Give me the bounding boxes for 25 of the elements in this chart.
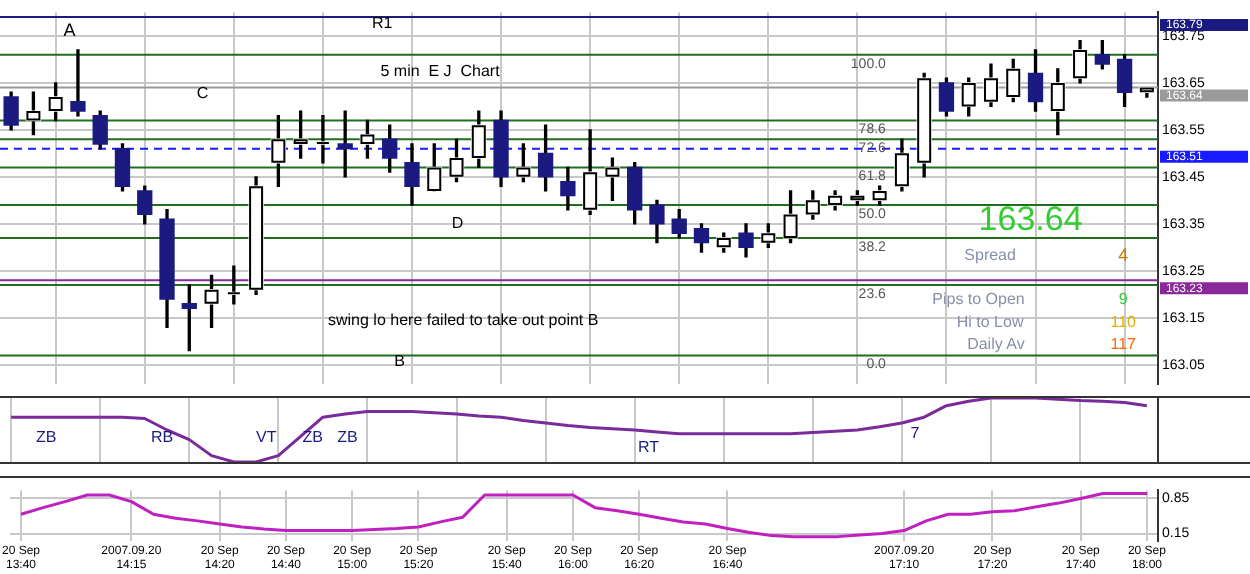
annotation: A (63, 19, 76, 40)
annotation: C (196, 84, 209, 103)
annotation: 7 (910, 423, 921, 442)
annotation: Hi to Low (956, 312, 1024, 331)
annotation: B (394, 351, 405, 370)
annotation: swing lo here failed to take out point B (328, 310, 599, 329)
annotation: Spread (964, 245, 1016, 264)
annotation: 9 (1118, 290, 1129, 309)
candlestick (315, 115, 331, 164)
annotation: RB (150, 428, 174, 447)
annotation: Daily Av (967, 335, 1025, 354)
annotation: R1 (371, 13, 394, 32)
annotation: 4 (1118, 244, 1129, 265)
annotation: RT (637, 438, 660, 457)
annotation: ZB (337, 428, 358, 447)
annotation: ZB (36, 428, 57, 447)
annotation: D (451, 214, 464, 233)
candlestick (70, 49, 86, 117)
annotation: ZB (302, 428, 323, 447)
annotation: 5 min E J Chart (380, 62, 502, 81)
annotation: Pips to Open (932, 290, 1025, 309)
annotation: VT (256, 428, 277, 447)
annotation: 117 (1110, 335, 1138, 354)
annotation: 163.64 (978, 199, 1083, 238)
annotation: 110 (1110, 312, 1138, 331)
